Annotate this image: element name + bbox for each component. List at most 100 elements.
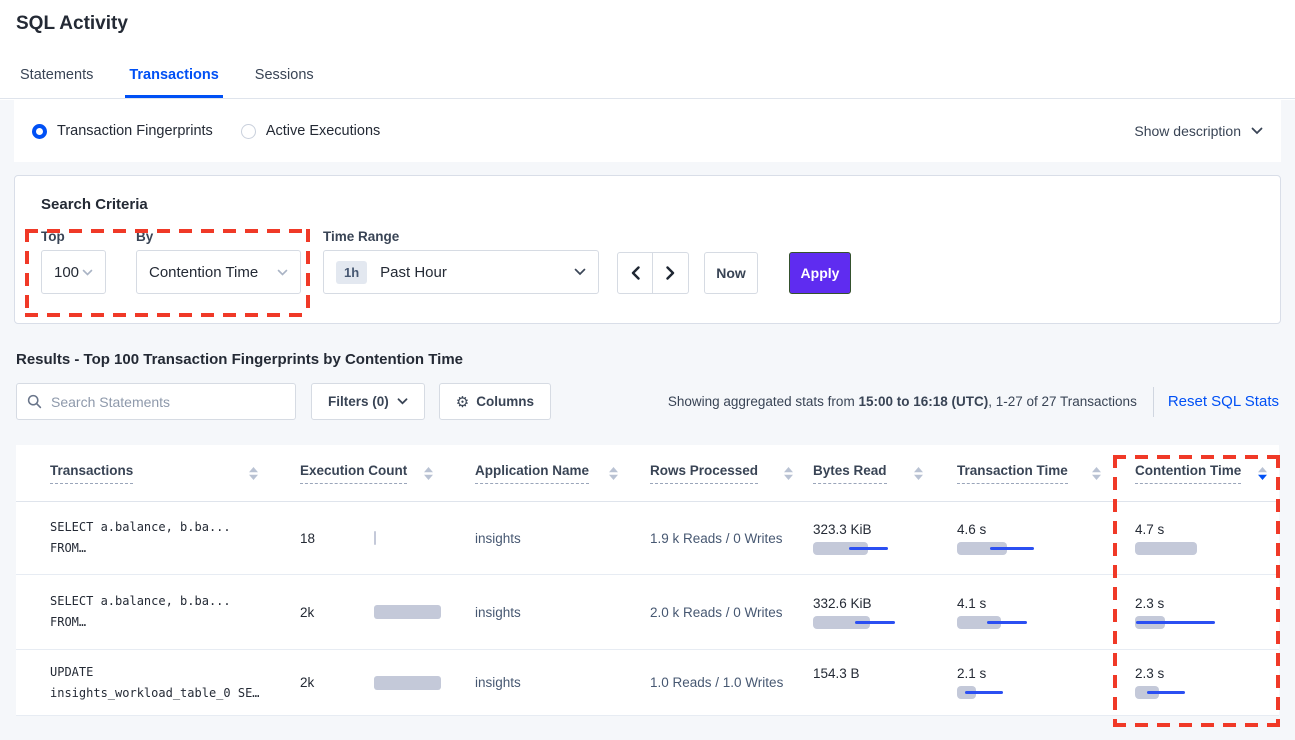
radio-unselected-icon[interactable] xyxy=(240,123,256,139)
application-name-value: insights xyxy=(475,604,521,620)
search-statements-input[interactable] xyxy=(51,393,285,410)
transaction-time-bar xyxy=(957,686,1077,699)
application-name-value: insights xyxy=(475,675,521,690)
tab-bar: Statements Transactions Sessions xyxy=(16,67,346,98)
by-label: By xyxy=(136,229,154,244)
bytes-read-value: 154.3 B xyxy=(813,666,860,681)
page-header: SQL Activity Statements Transactions Ses… xyxy=(0,0,1295,99)
table-row: SELECT a.balance, b.ba... FROM… 2k insig… xyxy=(16,575,1279,650)
contention-time-value: 4.7 s xyxy=(1135,521,1165,537)
bytes-read-value: 323.3 KiB xyxy=(813,521,872,537)
next-time-range-button[interactable] xyxy=(653,252,689,294)
transaction-time-value: 2.1 s xyxy=(957,666,987,681)
results-heading: Results - Top 100 Transaction Fingerprin… xyxy=(16,351,464,368)
results-toolbar: Filters (0) ⚙ Columns Showing aggregated… xyxy=(16,383,1279,420)
by-field: By Contention Time xyxy=(136,229,301,294)
sort-icon[interactable] xyxy=(1258,466,1267,480)
application-name-value: insights xyxy=(475,530,521,546)
execution-count-value: 18 xyxy=(300,530,316,546)
apply-button[interactable]: Apply xyxy=(789,252,851,294)
filters-button[interactable]: Filters (0) xyxy=(311,383,425,420)
radio-label: Active Executions xyxy=(265,123,381,139)
now-button[interactable]: Now xyxy=(704,252,758,294)
sort-icon[interactable] xyxy=(249,466,258,480)
fingerprint-line-1: SELECT a.balance, b.ba... xyxy=(50,520,231,534)
search-icon xyxy=(27,394,42,409)
transaction-fingerprint-link[interactable]: UPDATE insights_workload_table_0 SE… xyxy=(50,662,260,704)
search-criteria-card: Search Criteria Top 100 By Contention Ti… xyxy=(14,175,1281,324)
sort-icon[interactable] xyxy=(914,466,923,480)
search-criteria-fields: Top 100 By Contention Time Time Range 1h… xyxy=(41,229,1254,294)
top-select[interactable]: 100 xyxy=(41,250,106,294)
contention-time-bar xyxy=(1135,615,1255,629)
tab-sessions[interactable]: Sessions xyxy=(254,67,314,83)
reset-sql-stats-link[interactable]: Reset SQL Stats xyxy=(1167,393,1279,410)
column-header-rows-processed[interactable]: Rows Processed xyxy=(630,463,805,484)
chevron-down-icon xyxy=(277,269,288,276)
column-header-label: Contention Time xyxy=(1135,463,1242,484)
fingerprint-line-1: UPDATE xyxy=(50,664,94,679)
previous-time-range-button[interactable] xyxy=(617,252,653,294)
execution-count-bar xyxy=(373,531,446,545)
search-criteria-title: Search Criteria xyxy=(41,196,148,213)
chevron-right-icon xyxy=(666,266,675,280)
transaction-fingerprint-link[interactable]: SELECT a.balance, b.ba... FROM… xyxy=(50,591,231,633)
transaction-time-bar xyxy=(957,615,1077,629)
transaction-time-value: 4.6 s xyxy=(957,521,987,537)
transactions-table: Transactions Execution Count Application… xyxy=(16,445,1279,716)
transaction-time-value: 4.1 s xyxy=(957,595,987,611)
columns-label: Columns xyxy=(476,394,534,409)
column-header-application-name[interactable]: Application Name xyxy=(445,463,630,484)
show-description-toggle[interactable]: Show description xyxy=(1134,123,1263,139)
by-select[interactable]: Contention Time xyxy=(136,250,301,294)
chevron-down-icon xyxy=(574,268,586,276)
view-toggle-bar: Transaction Fingerprints Active Executio… xyxy=(14,100,1281,162)
bytes-read-bar xyxy=(813,615,933,629)
chevron-left-icon xyxy=(631,266,640,280)
column-header-bytes-read[interactable]: Bytes Read xyxy=(805,463,935,484)
radio-active-executions[interactable]: Active Executions xyxy=(240,123,381,139)
search-statements-box[interactable] xyxy=(16,383,296,420)
table-body: SELECT a.balance, b.ba... FROM… 18 insig… xyxy=(16,502,1279,716)
time-range-select[interactable]: 1h Past Hour xyxy=(323,250,599,294)
chevron-down-icon xyxy=(82,269,93,276)
sort-icon[interactable] xyxy=(609,466,618,480)
top-field: Top 100 xyxy=(41,229,106,294)
contention-time-value: 2.3 s xyxy=(1135,666,1165,681)
column-header-execution-count[interactable]: Execution Count xyxy=(270,463,445,484)
stats-suffix: , 1-27 of 27 Transactions xyxy=(988,394,1137,409)
tab-transactions[interactable]: Transactions xyxy=(125,67,223,98)
tab-statements[interactable]: Statements xyxy=(20,67,94,83)
execution-count-bar xyxy=(373,675,446,690)
contention-time-value: 2.3 s xyxy=(1135,595,1165,611)
sort-icon[interactable] xyxy=(784,466,793,480)
contention-time-bar xyxy=(1135,686,1255,699)
column-header-label: Execution Count xyxy=(300,463,408,484)
column-header-label: Bytes Read xyxy=(813,463,887,484)
column-header-label: Transactions xyxy=(50,463,134,484)
fingerprint-line-2: FROM… xyxy=(50,541,87,555)
sort-icon[interactable] xyxy=(424,466,433,480)
contention-time-bar xyxy=(1135,541,1255,555)
radio-label: Transaction Fingerprints xyxy=(57,123,213,139)
column-header-transaction-time[interactable]: Transaction Time xyxy=(935,463,1113,484)
transaction-fingerprint-link[interactable]: SELECT a.balance, b.ba... FROM… xyxy=(50,517,231,559)
top-select-value: 100 xyxy=(54,263,80,281)
filters-label: Filters (0) xyxy=(328,394,389,409)
radio-transaction-fingerprints[interactable]: Transaction Fingerprints xyxy=(32,123,213,139)
column-header-label: Rows Processed xyxy=(650,463,759,484)
radio-selected-icon[interactable] xyxy=(32,123,47,139)
column-header-contention-time[interactable]: Contention Time xyxy=(1113,463,1279,484)
column-header-transactions[interactable]: Transactions xyxy=(16,463,270,484)
rows-processed-value: 1.0 Reads / 1.0 Writes xyxy=(650,675,784,690)
execution-count-value: 2k xyxy=(300,675,315,690)
table-row: UPDATE insights_workload_table_0 SE… 2k … xyxy=(16,650,1279,716)
transaction-time-bar xyxy=(957,541,1077,555)
time-range-field: Time Range 1h Past Hour xyxy=(323,229,599,294)
bytes-read-value: 332.6 KiB xyxy=(813,595,872,611)
by-select-value: Contention Time xyxy=(149,263,259,281)
bytes-read-bar xyxy=(813,541,933,555)
chevron-down-icon xyxy=(397,398,408,405)
columns-button[interactable]: ⚙ Columns xyxy=(438,383,551,420)
sort-icon[interactable] xyxy=(1092,466,1101,480)
